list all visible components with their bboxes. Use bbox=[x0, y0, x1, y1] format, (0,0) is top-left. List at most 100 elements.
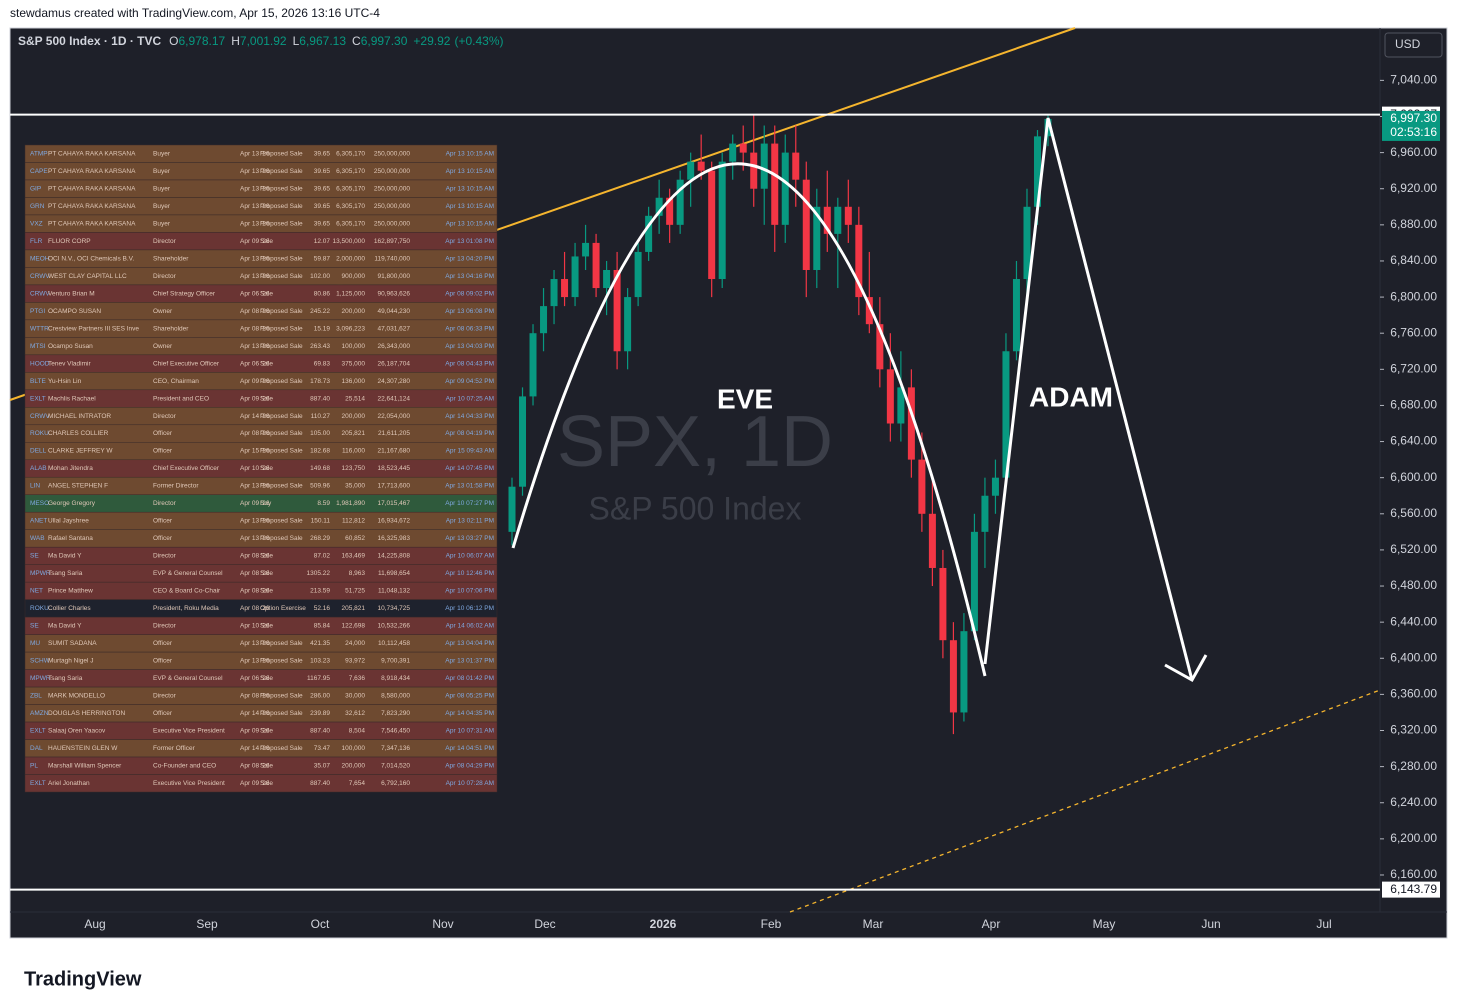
table-cell: Apr 08 04:19 PM bbox=[445, 430, 494, 437]
table-cell: 24,307,280 bbox=[377, 378, 410, 385]
x-tick-label: Oct bbox=[311, 917, 330, 931]
table-cell: 178.73 bbox=[310, 378, 330, 385]
candle-body bbox=[613, 269, 621, 352]
table-cell: EXLT bbox=[30, 728, 46, 735]
table-cell: Proposed Sale bbox=[260, 535, 303, 542]
table-cell: 250,000,000 bbox=[374, 185, 411, 192]
table-cell: HOOD bbox=[30, 360, 50, 367]
table-cell: 73.47 bbox=[314, 745, 331, 752]
table-cell: 3,096,223 bbox=[336, 325, 365, 332]
table-cell: Buyer bbox=[153, 203, 171, 210]
y-tick-label: 6,280.00 bbox=[1390, 759, 1437, 773]
x-tick-label: Feb bbox=[761, 917, 782, 931]
table-cell: PT CAHAYA RAKA KARSANA bbox=[48, 150, 136, 157]
table-cell: HAUENSTEIN GLEN W bbox=[48, 745, 118, 752]
candle-body bbox=[561, 279, 569, 298]
candle-body bbox=[939, 567, 947, 641]
table-cell: Chief Executive Officer bbox=[153, 360, 220, 367]
candle-body bbox=[1002, 351, 1010, 478]
table-cell: 1167.95 bbox=[307, 675, 330, 682]
y-tick-label: 6,200.00 bbox=[1390, 831, 1437, 845]
annotation: EVE bbox=[717, 383, 773, 414]
table-cell: 1,125,000 bbox=[336, 290, 365, 297]
table-cell: Buyer bbox=[153, 150, 171, 157]
candle-body bbox=[960, 631, 968, 713]
table-cell: Sale bbox=[260, 553, 273, 560]
table-cell: 10,112,458 bbox=[378, 640, 410, 647]
table-cell: 123,750 bbox=[342, 465, 366, 472]
candle-body bbox=[582, 242, 590, 257]
table-cell: 112,812 bbox=[342, 518, 365, 525]
table-cell: Director bbox=[153, 693, 177, 700]
table-cell: 35,000 bbox=[345, 483, 365, 490]
table-cell: CEO & Board Co-Chair bbox=[153, 588, 221, 595]
table-cell: 24,000 bbox=[345, 640, 365, 647]
table-cell: 509.96 bbox=[310, 483, 330, 490]
table-cell: BLTE bbox=[30, 378, 46, 385]
table-cell: 263.43 bbox=[310, 343, 330, 350]
table-cell: Ma David Y bbox=[48, 623, 82, 630]
table-cell: Sale bbox=[260, 588, 273, 595]
table-cell: Officer bbox=[153, 658, 173, 665]
table-cell: Apr 13 '26 bbox=[240, 518, 270, 525]
table-cell: FLR bbox=[30, 238, 43, 245]
symbol: S&P 500 Index · 1D · TVC bbox=[18, 34, 161, 48]
table-cell: 91,800,000 bbox=[377, 273, 410, 280]
price-label: 6,143.79 bbox=[1390, 882, 1437, 896]
y-tick-label: 6,840.00 bbox=[1390, 253, 1437, 267]
table-cell: Proposed Sale bbox=[260, 658, 303, 665]
y-tick-label: 6,600.00 bbox=[1390, 470, 1437, 484]
candle-body bbox=[991, 477, 999, 496]
candle-body bbox=[844, 206, 852, 225]
y-tick-label: 6,480.00 bbox=[1390, 578, 1437, 592]
change: +29.92 bbox=[413, 34, 450, 48]
table-cell: 162,897,750 bbox=[374, 238, 411, 245]
table-cell: Apr 08 04:43 PM bbox=[445, 360, 494, 367]
table-cell: 245.22 bbox=[310, 308, 330, 315]
candle-body bbox=[981, 495, 989, 532]
table-cell: MPWR bbox=[30, 570, 51, 577]
table-cell: Proposed Sale bbox=[260, 413, 303, 420]
table-cell: Apr 10 07:25 AM bbox=[446, 395, 494, 402]
candle-body bbox=[645, 215, 653, 252]
table-cell: Officer bbox=[153, 448, 173, 455]
table-cell: 900,000 bbox=[342, 273, 366, 280]
table-cell: Sale bbox=[260, 465, 273, 472]
table-cell: Apr 10 07:31 AM bbox=[446, 728, 494, 735]
table-cell: Sale bbox=[260, 395, 273, 402]
table-cell: Buyer bbox=[153, 185, 171, 192]
watermark-sub: S&P 500 Index bbox=[589, 490, 802, 526]
table-cell: DOUGLAS HERRINGTON bbox=[48, 710, 125, 717]
table-cell: 69.83 bbox=[314, 360, 331, 367]
table-cell: Tsang Saria bbox=[48, 675, 83, 682]
table-cell: 103.23 bbox=[310, 658, 330, 665]
table-cell: Sale bbox=[260, 360, 273, 367]
table-cell: Apr 14 '26 bbox=[240, 710, 270, 717]
currency-box[interactable] bbox=[1384, 32, 1443, 58]
table-cell: 26,343,000 bbox=[377, 343, 410, 350]
candle-body bbox=[655, 197, 663, 216]
ohlc-key: C bbox=[352, 34, 361, 48]
table-cell: Tsang Saria bbox=[48, 570, 83, 577]
table-cell: Apr 14 06:02 AM bbox=[446, 623, 494, 630]
x-tick-label: Aug bbox=[84, 917, 105, 931]
table-cell: Apr 10 06:12 PM bbox=[445, 605, 494, 612]
table-cell: Apr 13 01:08 PM bbox=[445, 238, 494, 245]
table-cell: Ocampo Susan bbox=[48, 343, 93, 350]
table-cell: 375,000 bbox=[342, 360, 366, 367]
table-cell: 119,740,000 bbox=[374, 255, 410, 262]
table-cell: 105.00 bbox=[310, 430, 330, 437]
table-cell: 35.07 bbox=[314, 762, 331, 769]
table-cell: 1,981,890 bbox=[336, 500, 365, 507]
table-cell: Apr 10 06:07 AM bbox=[446, 553, 494, 560]
table-cell: EVP & General Counsel bbox=[153, 675, 223, 682]
candle-body bbox=[813, 206, 821, 270]
table-cell: Executive Vice President bbox=[153, 728, 225, 735]
candle-body bbox=[928, 513, 936, 568]
table-cell: 87.02 bbox=[314, 553, 331, 560]
table-cell: Apr 15 09:43 AM bbox=[446, 448, 494, 455]
table-cell: 887.40 bbox=[310, 728, 330, 735]
table-cell: Apr 13 10:15 AM bbox=[446, 203, 494, 210]
table-cell: Executive Vice President bbox=[153, 780, 225, 787]
y-tick-label: 6,440.00 bbox=[1390, 614, 1437, 628]
